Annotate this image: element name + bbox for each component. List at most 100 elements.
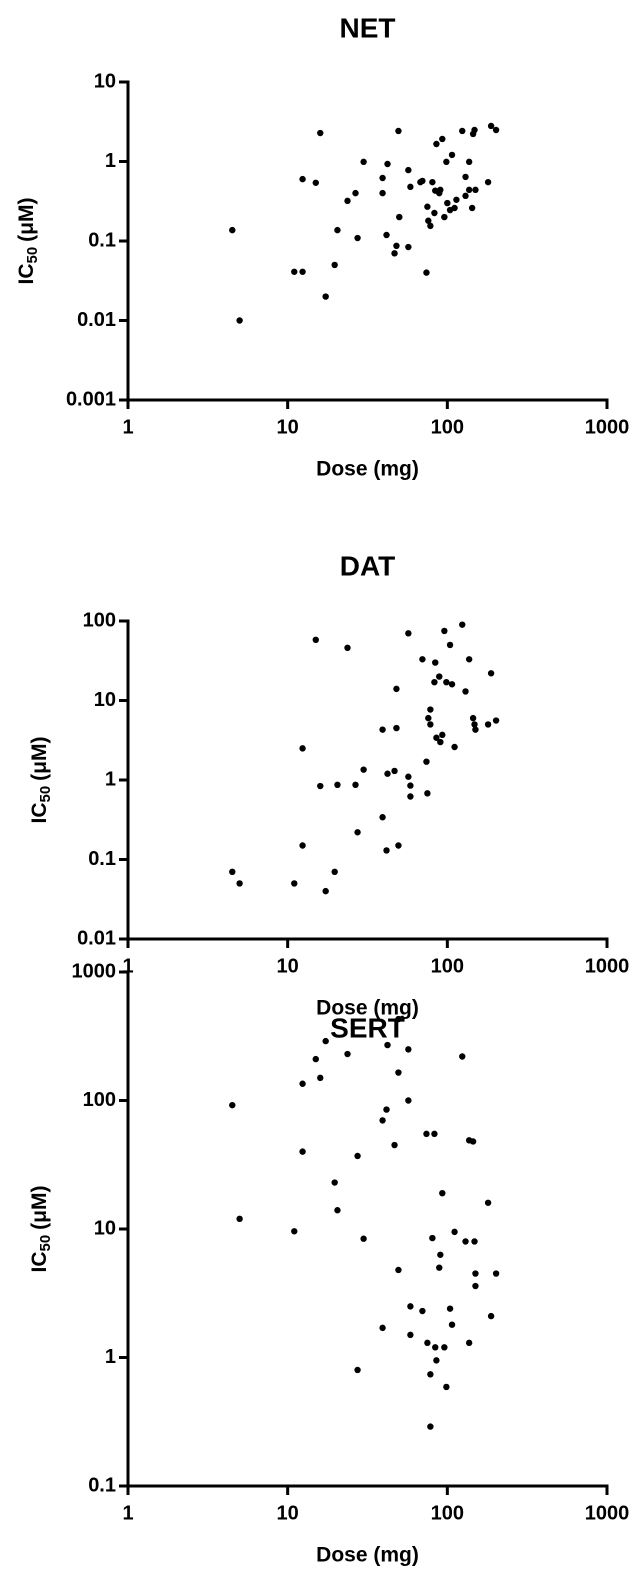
data-point xyxy=(439,1189,446,1197)
chart: NET 0.001 0.01 0.1 1 10 1 10 100 1000 Dose (mg) IC5… xyxy=(15,12,630,480)
y-axis-label-part: IC xyxy=(28,803,51,824)
data-point xyxy=(437,1251,444,1258)
data-point xyxy=(354,234,361,242)
x-tick-label: 10 xyxy=(277,955,299,977)
data-point xyxy=(468,204,476,212)
data-point xyxy=(322,887,329,895)
y-tick-label: 10 xyxy=(94,1217,116,1239)
data-point xyxy=(472,1282,479,1290)
data-point xyxy=(391,767,398,775)
chart: DAT 0.01 0.1 1 10 100 1 10 100 1000 Dose (mg) IC50 (… xyxy=(28,550,630,1019)
data-point xyxy=(424,203,431,210)
data-point xyxy=(317,129,324,137)
data-point xyxy=(423,1130,430,1138)
data-point xyxy=(436,673,443,680)
data-point xyxy=(487,122,495,130)
data-point xyxy=(312,179,319,186)
data-point xyxy=(443,1383,450,1391)
data-point xyxy=(407,1331,414,1339)
data-point xyxy=(423,269,430,276)
y-axis-label-part: (μM) xyxy=(28,736,51,780)
x-tick-label: 100 xyxy=(431,1502,464,1524)
y-axis-label-part: IC xyxy=(15,264,38,285)
data-point xyxy=(334,226,341,234)
data-point xyxy=(331,261,338,269)
data-point xyxy=(299,1080,306,1087)
data-point xyxy=(393,685,400,693)
data-point xyxy=(379,814,386,821)
data-point xyxy=(433,1357,440,1364)
data-point xyxy=(354,1152,361,1160)
x-tick-label: 1000 xyxy=(585,416,630,438)
data-point xyxy=(441,1344,448,1351)
data-point xyxy=(379,726,386,733)
y-tick-label: 0.1 xyxy=(88,848,116,870)
data-point xyxy=(379,1324,386,1332)
data-point xyxy=(405,1046,412,1053)
data-point xyxy=(451,1228,458,1236)
data-point xyxy=(322,293,329,300)
chart-title: NET xyxy=(340,12,396,43)
data-point xyxy=(462,688,469,695)
data-point xyxy=(436,1264,443,1271)
data-point xyxy=(331,1179,338,1186)
data-point xyxy=(405,1097,412,1104)
data-point xyxy=(317,1074,324,1082)
data-point xyxy=(312,1055,319,1063)
y-tick-label: 10 xyxy=(94,70,116,92)
data-point xyxy=(407,1303,414,1310)
data-point xyxy=(383,231,390,239)
data-point xyxy=(431,678,438,686)
data-point xyxy=(236,880,243,887)
data-point xyxy=(360,158,367,166)
data-point xyxy=(429,178,436,186)
data-point xyxy=(484,721,492,728)
data-point xyxy=(354,829,361,836)
data-point xyxy=(291,268,298,275)
data-point xyxy=(407,793,414,800)
data-point xyxy=(432,1344,439,1351)
data-point xyxy=(471,1238,478,1245)
data-point xyxy=(405,166,412,174)
data-point xyxy=(424,1339,431,1347)
x-tick-label: 10 xyxy=(277,416,299,438)
data-point xyxy=(299,745,306,752)
data-point xyxy=(484,178,492,186)
y-tick-label: 0.01 xyxy=(77,309,116,331)
y-axis-label: IC50 (μM) xyxy=(28,736,54,823)
x-tick-label: 10 xyxy=(277,1502,299,1524)
data-point xyxy=(423,758,430,765)
data-point xyxy=(236,1215,243,1223)
x-tick-label: 100 xyxy=(431,955,464,977)
y-tick-label: 1 xyxy=(105,768,116,790)
data-point xyxy=(407,782,414,789)
data-point xyxy=(419,656,426,663)
x-tick-label: 1 xyxy=(122,416,133,438)
x-axis-label: Dose (mg) xyxy=(316,997,419,1020)
data-point xyxy=(441,213,448,221)
data-point xyxy=(424,790,431,797)
data-point xyxy=(448,1321,456,1328)
data-point xyxy=(312,636,319,644)
data-point xyxy=(352,781,359,789)
data-point xyxy=(383,1106,390,1113)
data-point xyxy=(299,842,306,849)
data-point xyxy=(446,1305,454,1312)
y-axis-label-part: 50 xyxy=(24,247,41,264)
data-point xyxy=(451,743,458,751)
y-tick-label: 1000 xyxy=(72,960,117,982)
data-point xyxy=(484,1199,492,1206)
data-point xyxy=(453,196,460,203)
x-tick-label: 1000 xyxy=(585,1502,630,1524)
y-axis-label: IC50 (μM) xyxy=(15,197,41,284)
data-point xyxy=(419,177,426,185)
y-axis-label-part: 50 xyxy=(37,786,54,803)
data-point xyxy=(492,1270,500,1277)
data-point xyxy=(352,189,359,197)
y-tick-label: 0.01 xyxy=(77,927,116,949)
data-point xyxy=(384,160,391,168)
data-point xyxy=(291,1228,298,1235)
data-point xyxy=(441,627,448,635)
data-point xyxy=(344,197,351,205)
